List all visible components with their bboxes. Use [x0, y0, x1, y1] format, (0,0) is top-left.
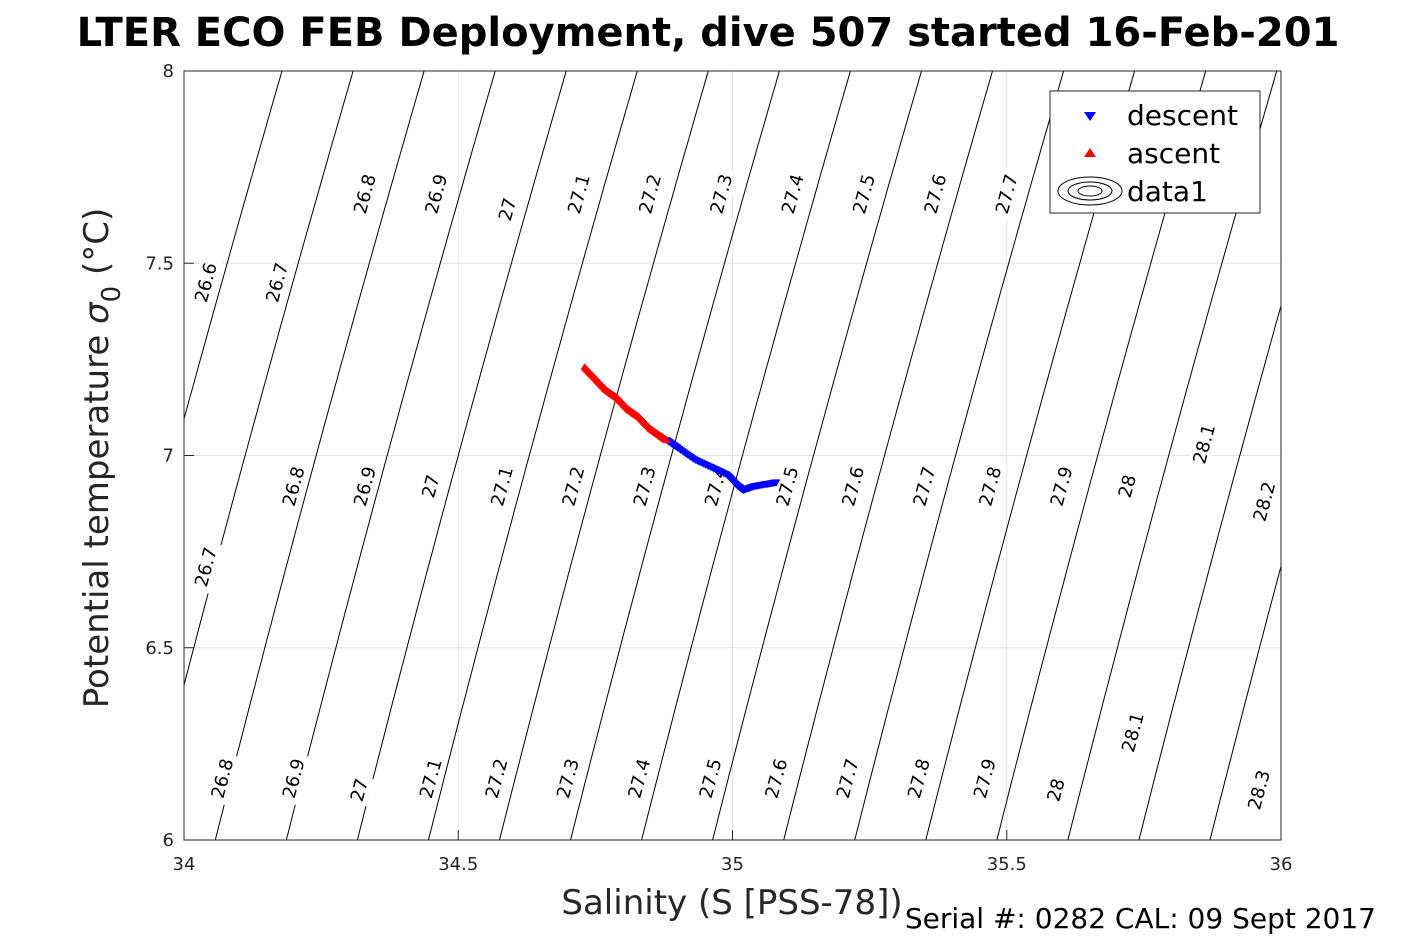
contour-label-bg [479, 751, 514, 806]
isopycnal-line [214, 71, 425, 840]
isopycnal-line [285, 71, 496, 840]
isopycnal-line [499, 71, 709, 840]
contour-label-bg [561, 166, 597, 222]
contour-label-bg [633, 166, 668, 222]
x-tick-label: 36 [1270, 854, 1293, 875]
contour-label-bg [627, 459, 662, 514]
isopycnal-line [1280, 837, 1281, 840]
chart-title: LTER ECO FEB Deployment, dive 507 starte… [77, 10, 1340, 56]
data-series [580, 363, 781, 495]
legend-ascent-label: ascent [1127, 137, 1220, 170]
x-axis-ticks: 34 34.5 35 35.5 36 [173, 830, 1293, 875]
y-axis-label-main: Potential temperature [77, 324, 117, 708]
y-axis-label: Potential temperature σ0 (°C) [77, 208, 127, 708]
contour-label-bg [493, 193, 522, 226]
contour-label: 27 [416, 469, 446, 503]
contour-label-bg [1247, 474, 1282, 529]
isopycnal-line [1138, 303, 1281, 840]
x-tick-label: 34.5 [438, 854, 478, 875]
contour-label: 27.3 [627, 459, 662, 514]
legend-contour-icon [1057, 176, 1123, 206]
contour-label-bg [347, 166, 383, 222]
contour-label-bg [622, 751, 657, 806]
isopycnal-line [427, 71, 638, 840]
contour-label-bg [836, 459, 871, 514]
isopycnal-line [783, 71, 993, 840]
series-descent [662, 437, 781, 495]
contour-label-bg [1241, 762, 1277, 818]
contour-label-bg [901, 751, 937, 806]
contour-label: 27.6 [759, 751, 794, 806]
legend-descent-marker [1084, 112, 1096, 121]
y-tick-label: 7.5 [145, 253, 174, 274]
contour-label-bg [704, 166, 739, 222]
legend-ascent-marker [1084, 148, 1096, 157]
legend: descent ascent data1 [1049, 90, 1261, 214]
contour-label-bg [276, 459, 311, 514]
contour-label-bg [188, 255, 224, 310]
contour-label: 26.6 [188, 255, 224, 310]
contour-label-bg [759, 751, 794, 806]
isopycnal-line [184, 71, 283, 421]
contour-label-bg [989, 166, 1024, 222]
isopycnal-line [712, 71, 922, 840]
isopycnal-line [570, 71, 780, 840]
y-axis-label-symbol: σ [77, 301, 117, 324]
series-ascent [580, 363, 671, 444]
contour-label-bg [1044, 459, 1079, 514]
x-tick-label: 35.5 [987, 854, 1027, 875]
serial-cal-footer: Serial #: 0282 CAL: 09 Sept 2017 [905, 902, 1376, 935]
isopycnal-line [1352, 71, 1417, 840]
contour-label-bg [967, 751, 1002, 806]
contour-label-bg [775, 166, 810, 222]
contour-label-bg [693, 751, 728, 806]
y-axis-ticks: 6 6.5 7 7.5 8 [145, 61, 194, 851]
legend-descent-label: descent [1127, 99, 1238, 132]
contour-label-bg [347, 459, 383, 514]
x-tick-label: 35 [721, 854, 744, 875]
contour-label-bg [1041, 773, 1071, 807]
x-axis-label: Salinity (S [PSS-78]) [561, 883, 902, 923]
contour-label-bg [1187, 416, 1222, 472]
data-point-ascent [662, 436, 671, 444]
legend-box [1049, 90, 1261, 214]
y-axis-label-unit: (°C) [77, 208, 117, 286]
y-tick-label: 6.5 [145, 638, 174, 659]
contour-label-bg [550, 751, 586, 806]
contour-label-bg [345, 773, 374, 807]
contour-label-bg [188, 539, 224, 595]
isopycnal-line [1209, 564, 1281, 840]
isopycnal-line [184, 71, 354, 688]
contour-label-bg [260, 255, 295, 310]
contour-label-bg [918, 166, 953, 222]
contour-label-bg [973, 459, 1008, 514]
y-tick-label: 6 [163, 830, 174, 851]
contour-label-bg [1115, 705, 1151, 760]
contour-label: 27 [493, 193, 522, 226]
y-tick-label: 8 [163, 61, 174, 82]
contour-label-bg [830, 751, 865, 806]
isopycnal-line [356, 71, 567, 840]
contour-label-bg [413, 751, 448, 806]
contour-label-bg [419, 166, 454, 222]
density-contours [184, 71, 1417, 840]
y-axis-label-subscript: 0 [97, 286, 127, 303]
x-tick-label: 34 [173, 854, 196, 875]
isopycnal-line [854, 71, 1065, 840]
isopycnal-line [641, 71, 851, 840]
contour-label-bg [484, 459, 520, 514]
contour-label-bg [556, 459, 591, 514]
contour-label-bg [205, 751, 240, 806]
contour-label-bg [276, 751, 311, 806]
contour-label-bg [846, 166, 882, 222]
contour-label-bg [770, 459, 805, 514]
data-point-descent [772, 479, 781, 487]
contour-label-bg [1113, 469, 1142, 503]
contour-label-bg [907, 459, 942, 514]
y-tick-label: 7 [163, 446, 174, 467]
contour-label-bg [416, 469, 446, 503]
legend-data1-label: data1 [1127, 175, 1208, 208]
contour-label: 28.3 [1241, 762, 1277, 818]
